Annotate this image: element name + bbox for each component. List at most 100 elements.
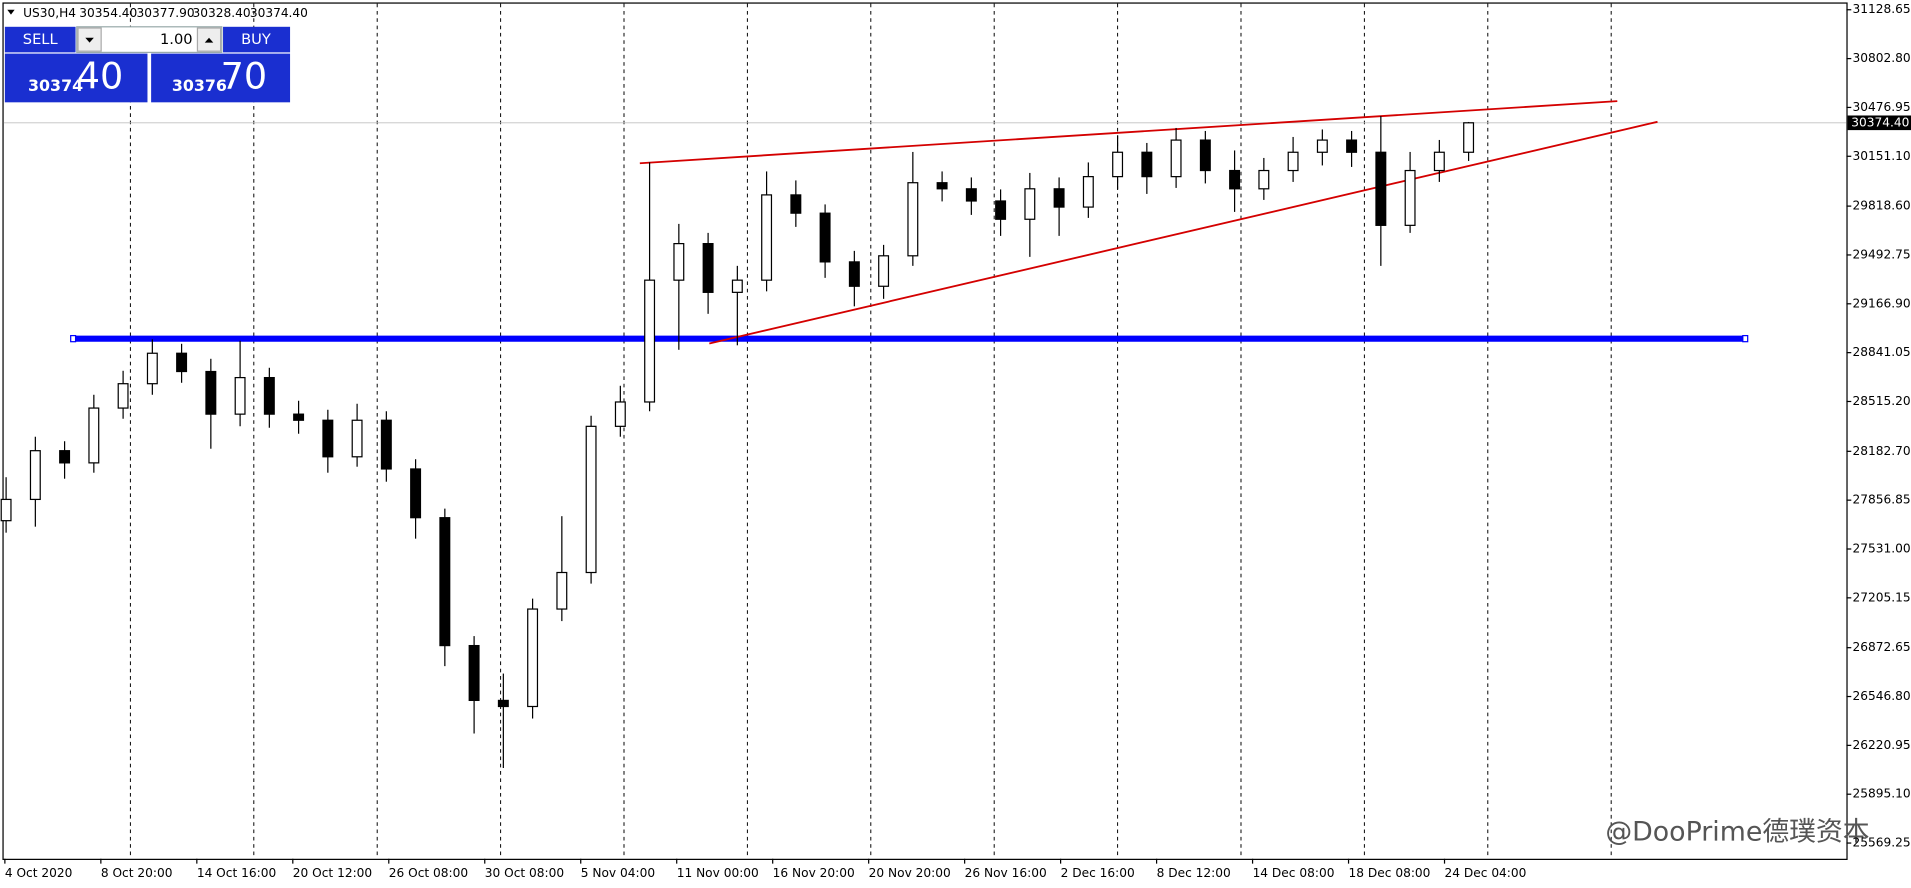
y-tick-label: 29166.90	[1853, 296, 1911, 310]
candle-body	[468, 644, 480, 702]
y-tick-label: 30802.80	[1853, 51, 1911, 65]
candle-body	[878, 255, 890, 287]
candle-body	[29, 450, 41, 501]
header-value: 30377.90	[137, 6, 195, 20]
candle-body	[1082, 176, 1094, 208]
candle-body	[848, 261, 860, 287]
buy-price-main[interactable]: 30376	[172, 76, 227, 95]
candle-body	[322, 419, 334, 458]
candle-body	[1258, 169, 1270, 190]
header-value: 30328.40	[193, 6, 251, 20]
y-tick-label: 31128.65	[1853, 2, 1911, 16]
candle-body	[1112, 151, 1124, 178]
candle-body	[702, 243, 714, 293]
candle-body	[614, 401, 626, 427]
sell-price-box[interactable]	[4, 53, 148, 103]
x-tick-label: 20 Oct 12:00	[293, 866, 372, 880]
buy-button[interactable]	[223, 26, 291, 53]
candle-body	[673, 243, 685, 281]
candle-body	[59, 450, 71, 464]
y-tick-label: 28515.20	[1853, 394, 1911, 408]
current-price-label: 30374.40	[1851, 115, 1909, 129]
candle-body	[263, 376, 275, 415]
x-tick-label: 30 Oct 08:00	[485, 866, 564, 880]
x-tick-label: 26 Oct 08:00	[389, 866, 468, 880]
candle-body	[1316, 139, 1328, 153]
y-tick-label: 25895.10	[1853, 787, 1911, 801]
x-tick-label: 20 Nov 20:00	[869, 866, 951, 880]
candle-body	[936, 182, 948, 190]
candle-body	[117, 383, 129, 409]
y-tick-label: 26872.65	[1853, 640, 1911, 654]
candle-body	[1404, 169, 1416, 226]
y-tick-label: 26220.95	[1853, 738, 1911, 752]
sell-price-pips[interactable]: 40	[77, 54, 124, 97]
objects	[3, 100, 1847, 345]
candle-body	[1346, 139, 1358, 153]
watermark: @DooPrime德璞资本	[1605, 817, 1869, 848]
sell-label[interactable]: SELL	[23, 31, 59, 48]
y-tick-label: 30151.10	[1853, 149, 1911, 163]
up-arrow	[204, 37, 214, 43]
candle-body	[176, 352, 188, 373]
y-tick-label: 25569.25	[1853, 836, 1911, 850]
candle-body	[1141, 151, 1153, 178]
handle	[70, 334, 77, 343]
buy-price-pips[interactable]: 70	[221, 54, 268, 97]
lots-value[interactable]: 1.00	[160, 31, 193, 48]
candle-body	[1199, 139, 1211, 172]
y-tick-label: 30476.95	[1853, 100, 1911, 114]
candle-body	[1170, 139, 1182, 178]
x-tick-label: 8 Oct 20:00	[101, 866, 173, 880]
candle-body	[1375, 151, 1387, 226]
x-tick-label: 24 Dec 04:00	[1445, 866, 1527, 880]
handle	[1742, 334, 1749, 343]
x-tick-label: 4 Oct 2020	[5, 866, 73, 880]
trendline	[639, 100, 1618, 165]
candle-body	[761, 194, 773, 281]
candle-body	[1024, 188, 1036, 220]
candle-body	[556, 571, 568, 610]
y-tick-label: 29492.75	[1853, 247, 1911, 261]
y-tick-label: 28841.05	[1853, 345, 1911, 359]
x-tick-label: 16 Nov 20:00	[773, 866, 855, 880]
candle-body	[351, 419, 363, 458]
y-tick-label: 28182.70	[1853, 444, 1911, 458]
candle-body	[497, 699, 509, 708]
candle-body	[527, 608, 539, 708]
candle-body	[88, 407, 100, 464]
header-icon	[7, 9, 15, 15]
chart-frame	[2, 2, 1848, 860]
candle-body	[234, 376, 246, 415]
candle-body	[439, 517, 451, 647]
symbol: US30,H4	[23, 6, 76, 20]
candle-body	[146, 352, 158, 385]
x-tick-label: 2 Dec 16:00	[1061, 866, 1135, 880]
separators	[129, 3, 1612, 859]
sell-button[interactable]	[4, 26, 76, 53]
candle-body	[380, 419, 392, 470]
trendline	[709, 120, 1658, 345]
candle-body	[819, 212, 831, 263]
candle-body	[1433, 151, 1445, 172]
y-tick-label: 29818.60	[1853, 199, 1911, 213]
y-tick-label: 27205.15	[1853, 590, 1911, 604]
x-tick-label: 8 Dec 12:00	[1157, 866, 1231, 880]
x-tick-label: 26 Nov 16:00	[965, 866, 1047, 880]
x-tick-label: 18 Dec 08:00	[1349, 866, 1431, 880]
candle-body	[410, 468, 422, 519]
candle-body	[790, 194, 802, 214]
x-tick-label: 14 Dec 08:00	[1253, 866, 1335, 880]
y-tick-label: 27531.00	[1853, 542, 1911, 556]
y-tick-label: 26546.80	[1853, 689, 1911, 703]
buy-label[interactable]: BUY	[241, 31, 271, 48]
candle-body	[644, 279, 656, 403]
candle-body	[1229, 169, 1241, 190]
sell-price-main[interactable]: 30374	[28, 76, 83, 95]
buy-price-box[interactable]	[151, 53, 291, 103]
candles	[0, 115, 1475, 768]
candle-body	[995, 200, 1007, 220]
